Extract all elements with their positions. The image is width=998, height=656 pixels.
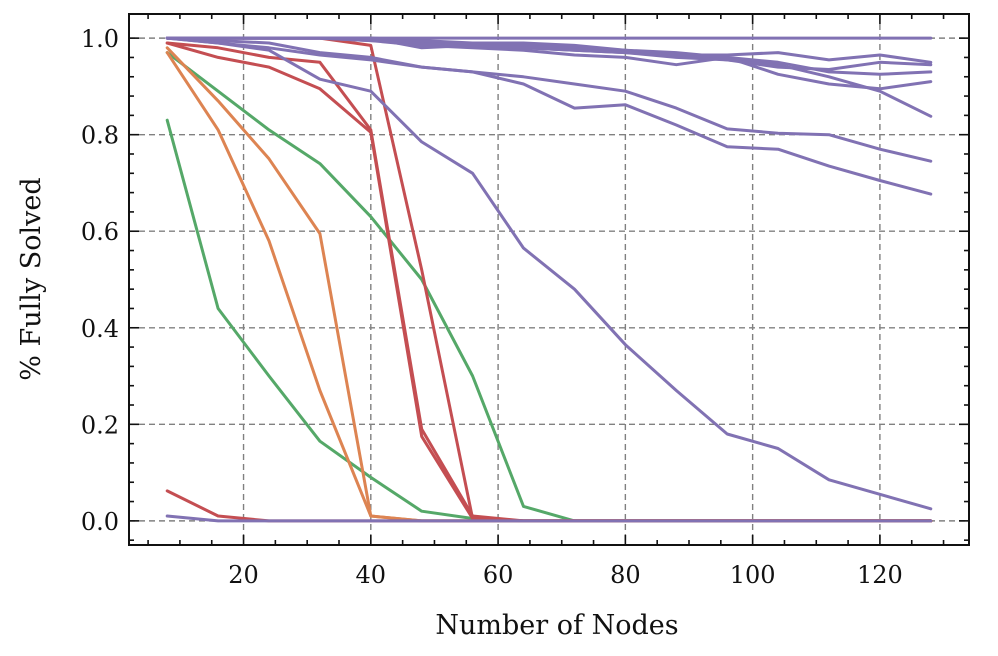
series-line-purple-10 bbox=[165, 514, 933, 523]
x-tick-label: 120 bbox=[857, 561, 903, 589]
series-line-purple-2 bbox=[165, 36, 933, 196]
series-lines bbox=[165, 36, 933, 523]
series-line-purple-3 bbox=[165, 36, 933, 163]
x-tick-label: 80 bbox=[610, 561, 641, 589]
series-line-orange-2 bbox=[165, 51, 933, 523]
x-tick-label: 40 bbox=[356, 561, 387, 589]
y-tick-label: 0.4 bbox=[81, 315, 119, 343]
y-tick-label: 1.0 bbox=[81, 25, 119, 53]
y-tick-label: 0.6 bbox=[81, 218, 119, 246]
series-line-green-1 bbox=[165, 51, 933, 523]
y-tick-labels: 0.0 0.2 0.4 0.6 0.8 1.0 bbox=[81, 25, 119, 536]
grid-lines bbox=[129, 14, 969, 545]
series-line-red-4 bbox=[165, 489, 933, 523]
y-axis-label: % Fully Solved bbox=[16, 177, 47, 380]
series-line-green-2 bbox=[165, 118, 933, 523]
series-line-orange-1 bbox=[165, 46, 933, 523]
x-tick-label: 20 bbox=[228, 561, 259, 589]
y-tick-label: 0.8 bbox=[81, 122, 119, 150]
x-tick-label: 60 bbox=[483, 561, 514, 589]
y-tick-label: 0.2 bbox=[81, 411, 119, 439]
y-tick-label: 0.0 bbox=[81, 508, 119, 536]
x-tick-labels: 20 40 60 80 100 120 bbox=[228, 561, 903, 589]
series-line-purple-1 bbox=[165, 36, 933, 511]
plot-frame bbox=[128, 13, 970, 546]
x-tick-label: 100 bbox=[730, 561, 776, 589]
axis-ticks bbox=[129, 14, 969, 545]
x-axis-label: Number of Nodes bbox=[435, 610, 678, 641]
